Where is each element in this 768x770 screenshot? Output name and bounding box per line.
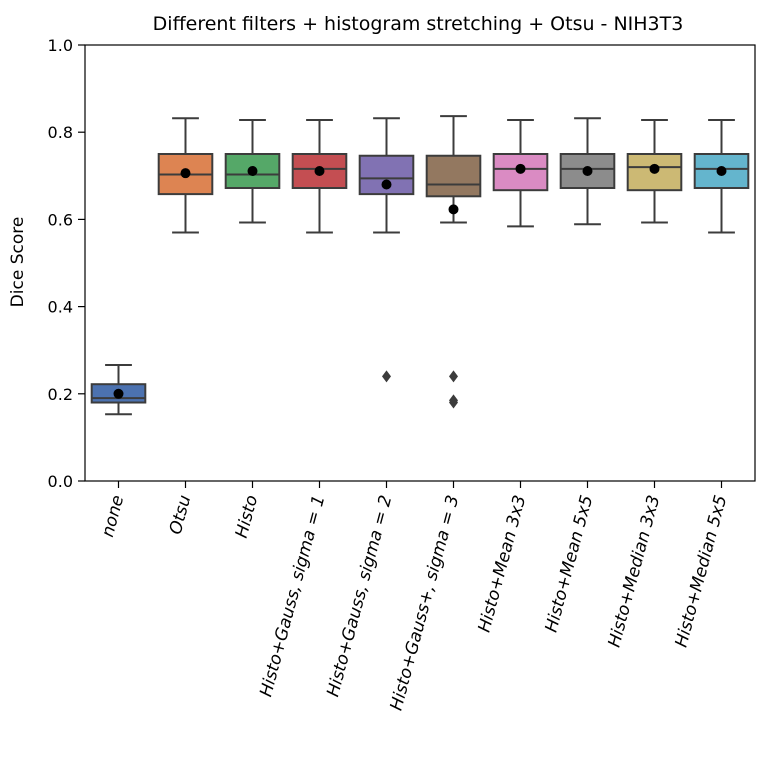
x-tick-label: Histo+Mean 5x5 [541, 493, 597, 634]
box-1 [90, 364, 147, 416]
box-8 [559, 117, 616, 226]
box-5 [358, 117, 415, 383]
box-9 [626, 118, 683, 224]
box-2 [157, 117, 214, 234]
y-tick-label: 1.0 [48, 36, 73, 55]
box-3 [224, 118, 281, 224]
box-4 [291, 118, 348, 234]
mean-marker [113, 388, 124, 399]
mean-marker [716, 166, 727, 177]
x-tick-label: Histo+Median 3x3 [604, 493, 664, 649]
outlier-marker [449, 396, 458, 409]
box-6 [425, 115, 482, 409]
chart-title: Different filters + histogram stretching… [153, 13, 684, 35]
y-axis-label: Dice Score [8, 217, 28, 308]
mean-marker [381, 179, 392, 190]
mean-marker [314, 166, 325, 177]
outlier-marker [449, 370, 458, 383]
x-tick-label: none [98, 493, 128, 539]
mean-marker [247, 166, 258, 177]
outlier-marker [382, 370, 391, 383]
x-tick-label: Otsu [166, 493, 196, 537]
x-tick-label: Histo [232, 493, 263, 540]
mean-marker [515, 163, 526, 174]
x-tick-label: Histo+Mean 3x3 [474, 493, 530, 634]
box-10 [693, 118, 750, 234]
y-tick-label: 0.8 [48, 123, 73, 142]
box-iqr [425, 154, 482, 198]
plot-frame [84, 44, 756, 482]
box-iqr [626, 153, 683, 192]
x-tick-label: Histo+Median 5x5 [671, 493, 731, 649]
mean-marker [649, 163, 660, 174]
y-tick-label: 0.0 [48, 472, 73, 491]
mean-marker [448, 204, 459, 215]
box-7 [492, 118, 549, 228]
x-tick-label: Histo+Gauss, sigma = 1 [256, 493, 329, 699]
y-tick-label: 0.2 [48, 385, 73, 404]
x-tick-label: Histo+Gauss+, sigma = 3 [387, 493, 464, 713]
x-tick-label: Histo+Gauss, sigma = 2 [323, 493, 396, 699]
y-tick-label: 0.4 [48, 298, 73, 317]
mean-marker [180, 168, 191, 179]
mean-marker [582, 166, 593, 177]
y-tick-label: 0.6 [48, 210, 73, 229]
